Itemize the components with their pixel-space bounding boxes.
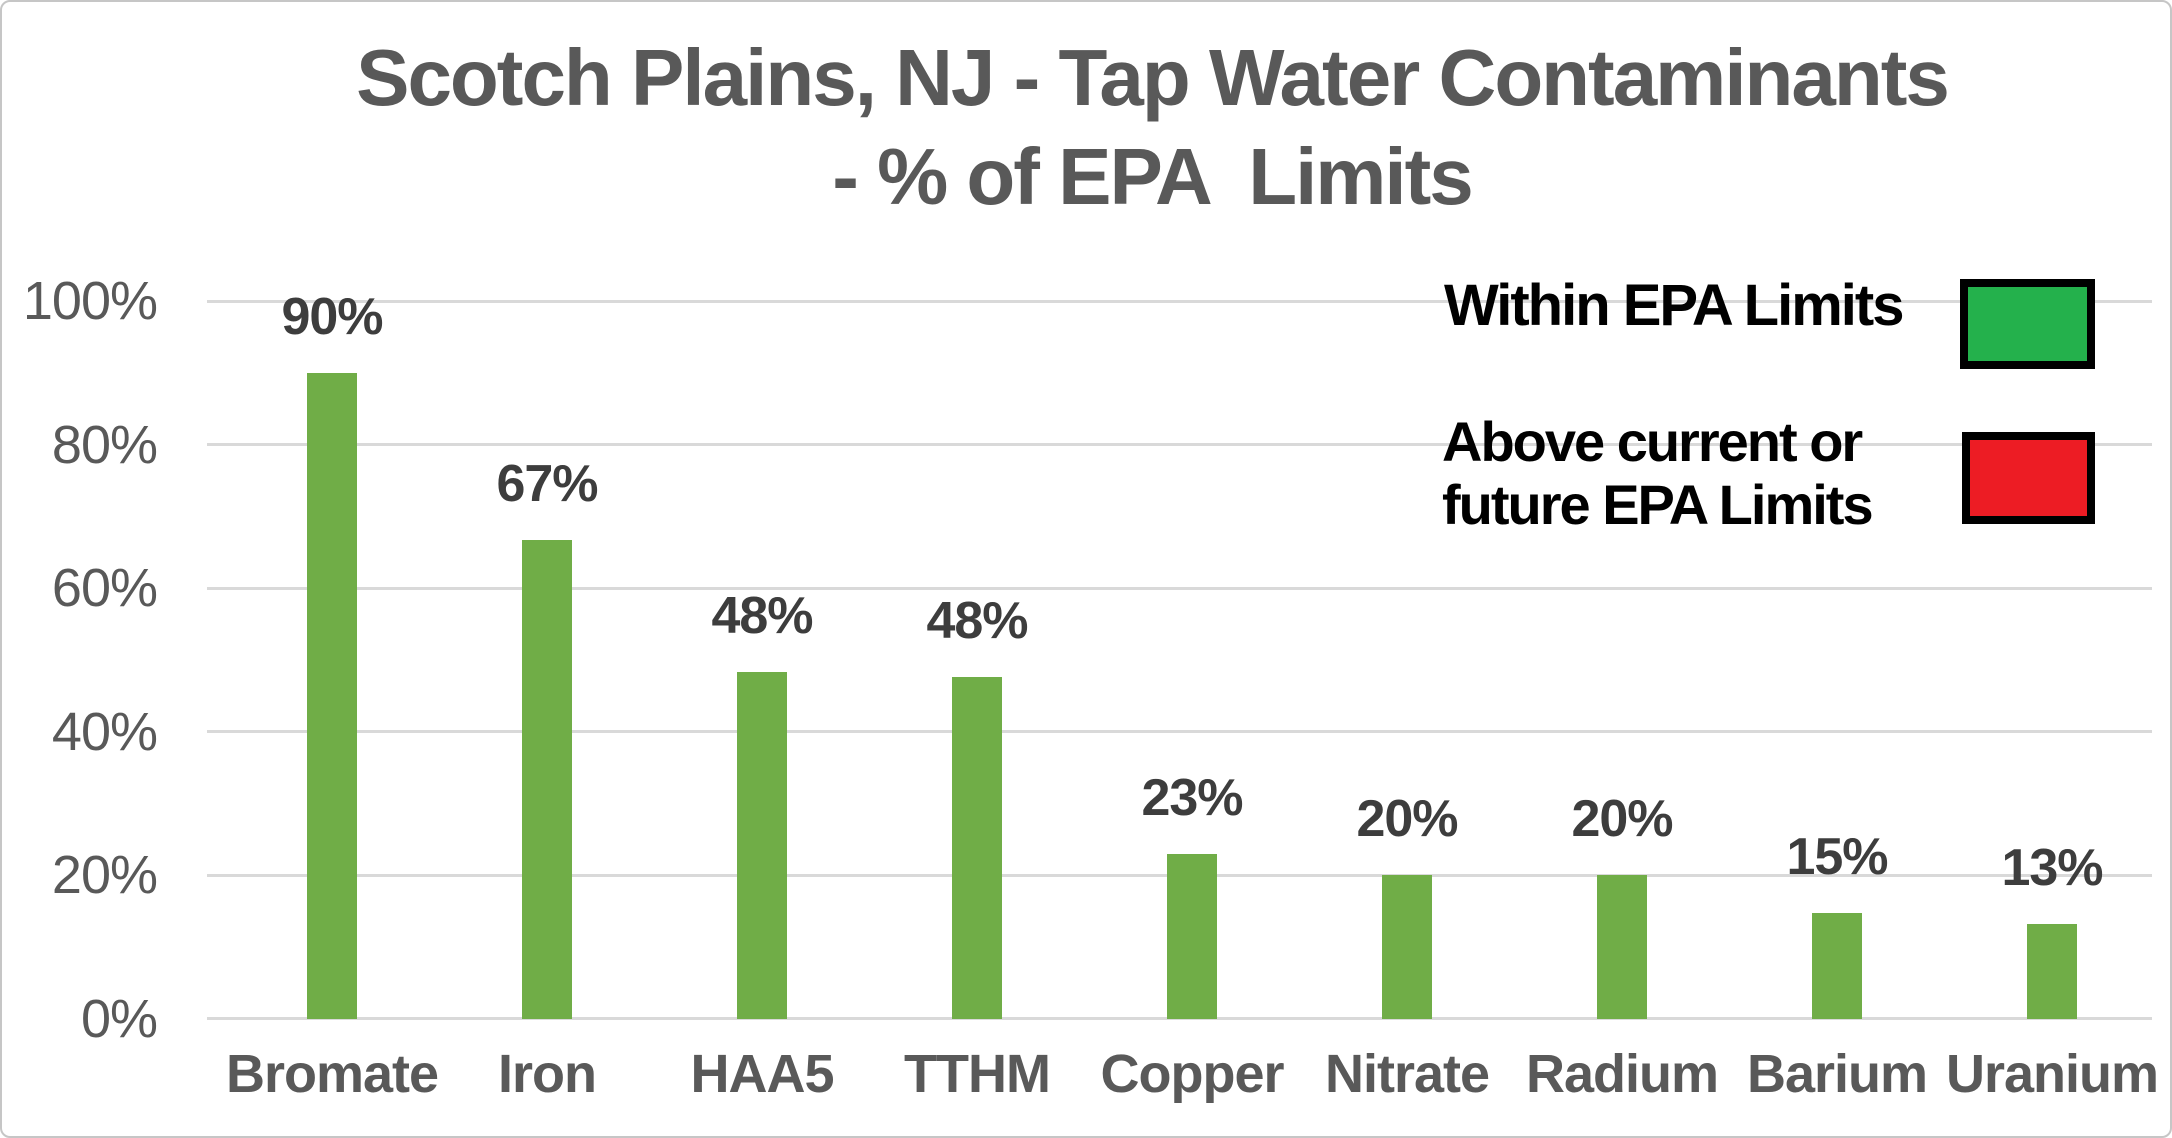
x-tick-label-radium: Radium (1525, 1044, 1719, 1104)
bar-radium (1597, 875, 1647, 1019)
bar-iron (522, 540, 572, 1019)
value-label-bromate: 90% (281, 288, 383, 346)
bar-barium (1812, 913, 1862, 1019)
x-tick-label-nitrate: Nitrate (1324, 1044, 1490, 1104)
legend-label-above-epa-line2: future EPA Limits (1442, 473, 1874, 536)
bar-haa5 (737, 672, 787, 1019)
y-tick-label: 80% (51, 415, 158, 475)
y-tick-label: 40% (51, 702, 158, 762)
gridline-80% (207, 443, 2152, 446)
bar-uranium (2027, 924, 2077, 1019)
y-tick-label: 100% (22, 271, 158, 331)
gridline-60% (207, 587, 2152, 590)
gridline-100% (207, 300, 2152, 303)
x-tick-label-barium: Barium (1746, 1044, 1928, 1104)
bar-copper (1167, 854, 1217, 1019)
bar-tthm (952, 677, 1002, 1019)
x-tick-label-bromate: Bromate (225, 1044, 439, 1104)
x-tick-label-tthm: TTHM (904, 1044, 1051, 1104)
x-tick-label-uranium: Uranium (1945, 1044, 2159, 1104)
value-label-copper: 23% (1141, 769, 1243, 827)
value-label-tthm: 48% (926, 592, 1028, 650)
gridline-40% (207, 730, 2152, 733)
value-label-uranium: 13% (2001, 839, 2103, 897)
x-tick-label-iron: Iron (498, 1044, 597, 1104)
y-tick-label: 60% (51, 558, 158, 618)
chart-title-line2: - % of EPA Limits (832, 132, 1474, 221)
legend-label-above-epa-line1: Above current or (1442, 410, 1863, 473)
legend-label-above-epa: Above current or future EPA Limits (1442, 410, 1874, 536)
y-tick-label: 0% (80, 989, 158, 1049)
y-tick-label: 20% (51, 845, 158, 905)
legend-swatch-within-epa (1960, 279, 2095, 369)
bar-bromate (307, 373, 357, 1019)
legend-swatch-above-epa (1962, 432, 2095, 524)
value-label-barium: 15% (1786, 828, 1888, 886)
x-tick-label-copper: Copper (1100, 1044, 1285, 1104)
x-tick-label-haa5: HAA5 (690, 1044, 834, 1104)
value-label-nitrate: 20% (1356, 790, 1458, 848)
value-label-haa5: 48% (711, 587, 813, 645)
chart-title-line1: Scotch Plains, NJ - Tap Water Contaminan… (356, 33, 1950, 122)
value-label-iron: 67% (496, 455, 598, 513)
chart-title: Scotch Plains, NJ - Tap Water Contaminan… (152, 28, 2152, 226)
legend-label-within-epa: Within EPA Limits (1444, 273, 1904, 338)
bar-nitrate (1382, 875, 1432, 1019)
value-label-radium: 20% (1571, 790, 1673, 848)
